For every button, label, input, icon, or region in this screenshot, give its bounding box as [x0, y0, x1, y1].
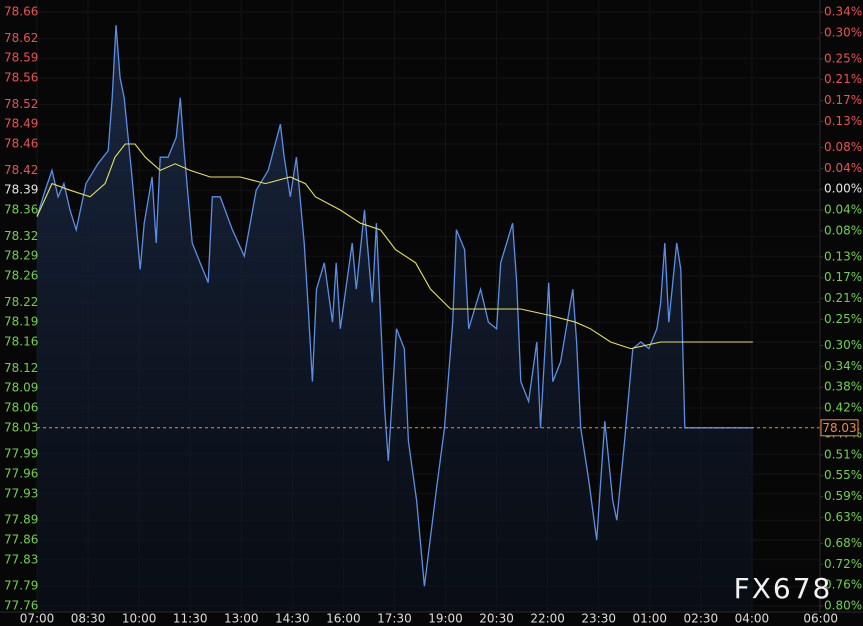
- y-tick-label: 78.62: [4, 31, 38, 45]
- y2-tick-label: 0.08%: [824, 140, 862, 154]
- x-tick-label: 17:30: [377, 612, 412, 626]
- y2-tick-label: 0.13%: [824, 114, 862, 128]
- y-tick-label: 77.76: [4, 599, 38, 613]
- x-tick-label: 07:00: [20, 612, 55, 626]
- y-tick-label: 78.03: [4, 420, 38, 434]
- y2-tick-label: 0.34%: [824, 359, 862, 373]
- x-tick-label: 08:30: [71, 612, 106, 626]
- y2-tick-label: 0.68%: [824, 536, 862, 550]
- y2-tick-label: 0.30%: [824, 338, 862, 352]
- y2-tick-label: 0.34%: [824, 5, 862, 19]
- y2-tick-label: 0.63%: [824, 510, 862, 524]
- y-tick-label: 78.12: [4, 361, 38, 375]
- y2-tick-label: 0.21%: [824, 72, 862, 86]
- x-tick-label: 01:00: [632, 612, 667, 626]
- plot: [36, 25, 820, 612]
- y2-tick-label: 0.76%: [824, 578, 862, 592]
- y-tick-label: 77.79: [4, 579, 38, 593]
- y-tick-label: 78.66: [4, 5, 38, 19]
- y-tick-label: 78.19: [4, 315, 38, 329]
- y-tick-label: 77.89: [4, 513, 38, 527]
- y-tick-label: 78.42: [4, 163, 38, 177]
- y-tick-label: 78.59: [4, 51, 38, 65]
- current-price-box: [820, 419, 859, 437]
- y-tick-label: 78.39: [4, 183, 38, 197]
- price-line: [36, 25, 753, 587]
- y2-tick-label: 0.17%: [824, 270, 862, 284]
- y2-tick-label: 0.80%: [824, 599, 862, 613]
- y2-tick-label: 0.25%: [824, 51, 862, 65]
- y-tick-label: 78.46: [4, 137, 38, 151]
- x-tick-label: 02:30: [684, 612, 719, 626]
- x-tick-label: 20:30: [479, 612, 514, 626]
- y2-tick-label: 0.13%: [824, 249, 862, 263]
- y-tick-label: 78.16: [4, 335, 38, 349]
- y-tick-label: 78.36: [4, 203, 38, 217]
- watermark: FX678: [734, 572, 833, 605]
- x-tick-label: 13:00: [224, 612, 259, 626]
- y-tick-label: 78.26: [4, 269, 38, 283]
- current-price-label: 78.03: [822, 421, 856, 435]
- y-tick-label: 77.99: [4, 447, 38, 461]
- y2-tick-label: 0.51%: [824, 447, 862, 461]
- x-tick-label: 14:30: [275, 612, 310, 626]
- x-tick-label: 19:00: [428, 612, 463, 626]
- y2-tick-label: 0.42%: [824, 401, 862, 415]
- y-tick-label: 78.29: [4, 249, 38, 263]
- area: [37, 25, 753, 612]
- y2-tick-label: 0.08%: [824, 223, 862, 237]
- x-tick-label: 06:00: [803, 612, 838, 626]
- y2-tick-label: 0.38%: [824, 380, 862, 394]
- y2-tick-label: 0.25%: [824, 312, 862, 326]
- y2-tick-label: 0.55%: [824, 468, 862, 482]
- y-tick-label: 78.06: [4, 401, 38, 415]
- y-tick-label: 77.93: [4, 486, 38, 500]
- y-tick-label: 77.86: [4, 533, 38, 547]
- x-tick-label: 10:00: [122, 612, 157, 626]
- y-tick-label: 78.32: [4, 229, 38, 243]
- y-tick-label: 78.09: [4, 381, 38, 395]
- y-tick-label: 77.96: [4, 467, 38, 481]
- x-tick-label: 23:30: [581, 612, 616, 626]
- x-tick-label: 22:00: [530, 612, 565, 626]
- y2-tick-label: 0.17%: [824, 93, 862, 107]
- average-line: [36, 143, 753, 350]
- y-tick-label: 78.22: [4, 295, 38, 309]
- x-tick-label: 11:30: [173, 612, 208, 626]
- x-tick-label: 04:00: [735, 612, 770, 626]
- y2-tick-label: 0.30%: [824, 25, 862, 39]
- y-tick-label: 78.49: [4, 117, 38, 131]
- y2-tick-label: 0.59%: [824, 489, 862, 503]
- y2-tick-label: 0.21%: [824, 291, 862, 305]
- x-tick-label: 16:00: [326, 612, 361, 626]
- y2-tick-label: 0.72%: [824, 557, 862, 571]
- y-tick-label: 78.56: [4, 71, 38, 85]
- y2-tick-label: 0.04%: [824, 203, 862, 217]
- y2-tick-label: 0.04%: [824, 161, 862, 175]
- y-tick-label: 77.83: [4, 552, 38, 566]
- y2-tick-label: 0.00%: [824, 182, 862, 196]
- y-tick-label: 78.52: [4, 97, 38, 111]
